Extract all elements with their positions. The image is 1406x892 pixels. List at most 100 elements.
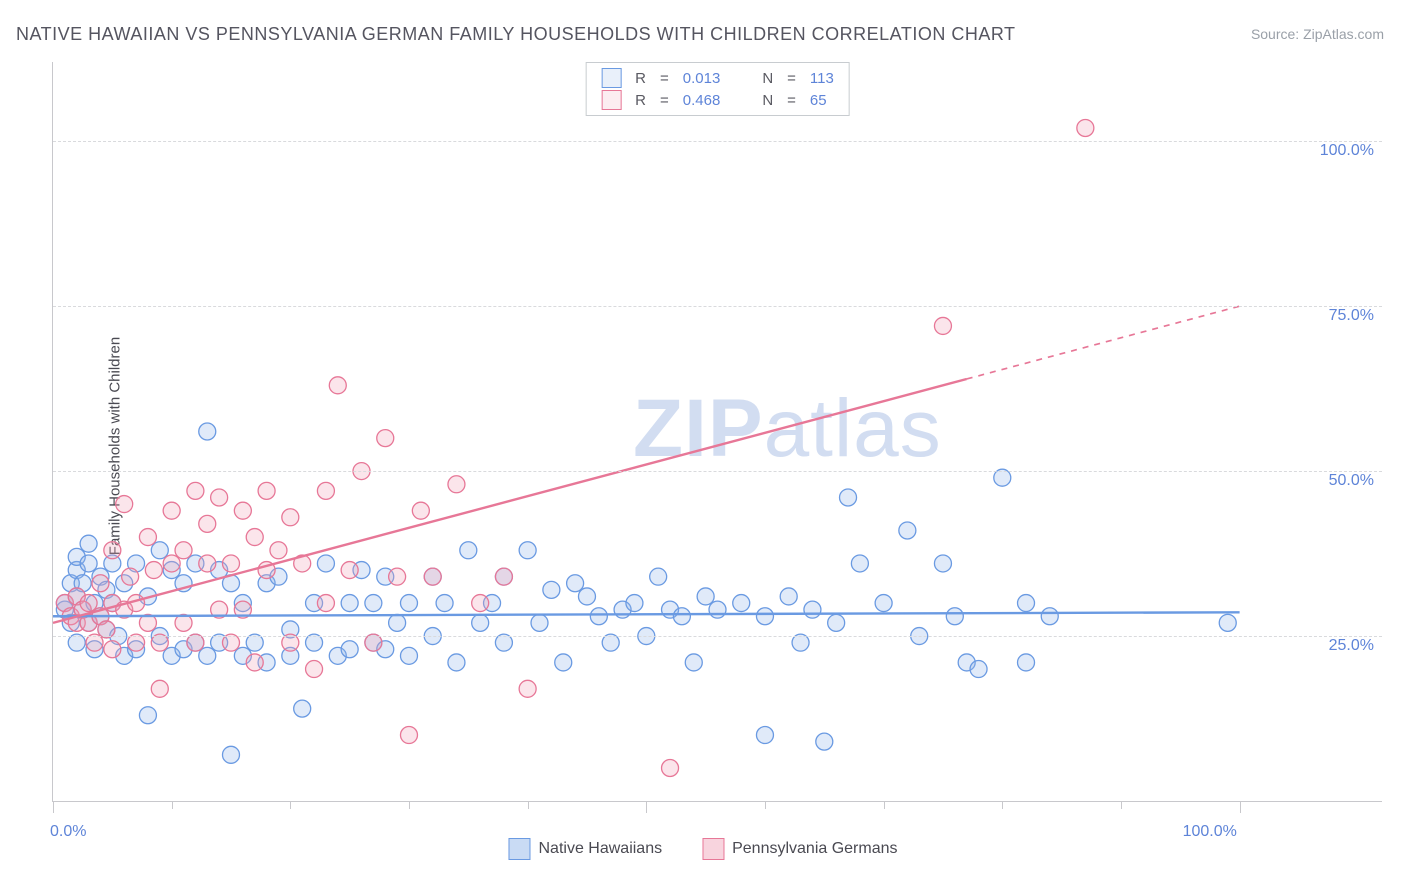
y-tick-label: 50.0%: [1329, 472, 1374, 490]
legend-series-label: Pennsylvania Germans: [732, 840, 897, 857]
scatter-point: [472, 614, 489, 631]
scatter-point: [389, 568, 406, 585]
scatter-point: [151, 680, 168, 697]
legend-eq: =: [780, 67, 803, 89]
chart-container: NATIVE HAWAIIAN VS PENNSYLVANIA GERMAN F…: [0, 0, 1406, 892]
legend-series: Native Hawaiians Pennsylvania Germans: [508, 838, 897, 860]
x-tick: [53, 801, 54, 813]
scatter-point: [145, 562, 162, 579]
scatter-point: [139, 707, 156, 724]
x-tick: [172, 801, 173, 809]
legend-swatch-icon: [601, 68, 621, 88]
scatter-point: [80, 595, 97, 612]
scatter-point: [122, 568, 139, 585]
scatter-point: [306, 661, 323, 678]
scatter-point: [329, 377, 346, 394]
scatter-point: [1018, 654, 1035, 671]
scatter-point: [211, 489, 228, 506]
scatter-point: [970, 661, 987, 678]
chart-title: NATIVE HAWAIIAN VS PENNSYLVANIA GERMAN F…: [16, 24, 1016, 45]
scatter-point: [756, 727, 773, 744]
scatter-point: [104, 542, 121, 559]
legend-stats-row: R=0.468N=65: [594, 89, 841, 111]
scatter-point: [899, 522, 916, 539]
scatter-point: [199, 555, 216, 572]
scatter-point: [151, 542, 168, 559]
legend-r-value: 0.468: [676, 89, 728, 111]
scatter-point: [780, 588, 797, 605]
scatter-point: [816, 733, 833, 750]
scatter-point: [199, 423, 216, 440]
scatter-point: [531, 614, 548, 631]
scatter-point: [828, 614, 845, 631]
scatter-point: [650, 568, 667, 585]
scatter-point: [199, 515, 216, 532]
scatter-point: [400, 595, 417, 612]
scatter-point: [163, 555, 180, 572]
scatter-point: [875, 595, 892, 612]
scatter-point: [567, 575, 584, 592]
scatter-point: [519, 542, 536, 559]
scatter-point: [377, 430, 394, 447]
x-tick: [409, 801, 410, 809]
scatter-point: [555, 654, 572, 671]
scatter-point: [234, 502, 251, 519]
legend-n-value: 113: [803, 67, 841, 89]
legend-r-label: R: [628, 67, 653, 89]
scatter-point: [389, 614, 406, 631]
scatter-point: [163, 502, 180, 519]
x-tick: [1121, 801, 1122, 809]
scatter-point: [282, 509, 299, 526]
legend-stats-row: R=0.013N=113: [594, 67, 841, 89]
scatter-point: [626, 595, 643, 612]
scatter-point: [840, 489, 857, 506]
scatter-point: [685, 654, 702, 671]
scatter-point: [175, 542, 192, 559]
y-tick-label: 25.0%: [1329, 637, 1374, 655]
scatter-point: [578, 588, 595, 605]
scatter-point: [946, 608, 963, 625]
legend-n-label: N: [755, 67, 780, 89]
scatter-point: [448, 476, 465, 493]
x-tick-label: 100.0%: [1183, 823, 1237, 841]
scatter-point: [258, 482, 275, 499]
source-label: Source: ZipAtlas.com: [1251, 26, 1384, 42]
x-tick: [1240, 801, 1241, 813]
scatter-point: [1041, 608, 1058, 625]
scatter-point: [412, 502, 429, 519]
scatter-point: [495, 568, 512, 585]
trendline-dashed: [967, 306, 1240, 379]
scatter-point: [317, 482, 334, 499]
scatter-point: [222, 746, 239, 763]
scatter-point: [697, 588, 714, 605]
scatter-point: [80, 535, 97, 552]
scatter-point: [246, 654, 263, 671]
gridline: [53, 471, 1382, 472]
scatter-point: [365, 595, 382, 612]
scatter-point: [934, 317, 951, 334]
gridline: [53, 306, 1382, 307]
scatter-point: [104, 641, 121, 658]
trendline-solid: [53, 379, 967, 623]
x-tick: [646, 801, 647, 813]
plot-area: ZIPatlas R=0.013N=113R=0.468N=65 25.0%50…: [52, 62, 1382, 802]
x-tick: [1002, 801, 1003, 809]
legend-series-label: Native Hawaiians: [538, 840, 662, 857]
scatter-point: [317, 595, 334, 612]
gridline: [53, 636, 1382, 637]
legend-series-item: Pennsylvania Germans: [702, 838, 897, 860]
scatter-point: [246, 529, 263, 546]
scatter-point: [341, 641, 358, 658]
gridline: [53, 141, 1382, 142]
scatter-point: [400, 647, 417, 664]
scatter-point: [1018, 595, 1035, 612]
scatter-point: [804, 601, 821, 618]
scatter-point: [424, 568, 441, 585]
scatter-point: [187, 482, 204, 499]
scatter-point: [116, 496, 133, 513]
legend-n-label: N: [755, 89, 780, 111]
scatter-point: [270, 542, 287, 559]
scatter-point: [851, 555, 868, 572]
scatter-point: [756, 608, 773, 625]
legend-series-item: Native Hawaiians: [508, 838, 662, 860]
